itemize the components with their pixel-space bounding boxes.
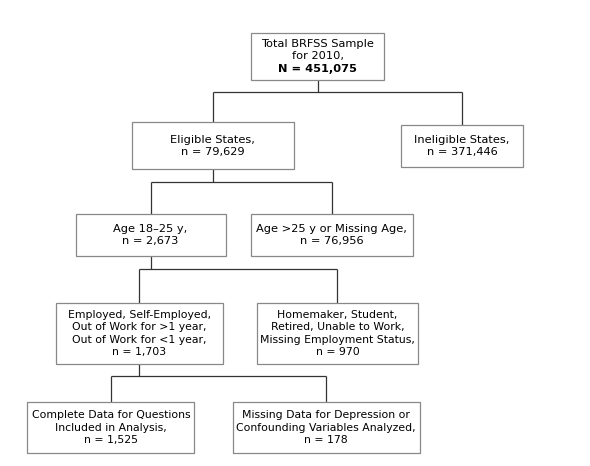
Text: Eligible States,: Eligible States,	[171, 135, 255, 144]
Text: Missing Data for Depression or: Missing Data for Depression or	[242, 410, 410, 420]
Text: Ineligible States,: Ineligible States,	[414, 135, 510, 144]
Text: Included in Analysis,: Included in Analysis,	[55, 423, 167, 432]
Text: Retired, Unable to Work,: Retired, Unable to Work,	[271, 322, 404, 332]
Text: n = 970: n = 970	[316, 348, 359, 357]
Text: Complete Data for Questions: Complete Data for Questions	[32, 410, 190, 420]
Text: n = 1,525: n = 1,525	[84, 435, 138, 445]
Text: n = 178: n = 178	[304, 435, 348, 445]
FancyBboxPatch shape	[132, 122, 294, 169]
Text: Out of Work for <1 year,: Out of Work for <1 year,	[72, 335, 206, 345]
Text: n = 79,629: n = 79,629	[181, 147, 245, 157]
FancyBboxPatch shape	[251, 214, 412, 256]
FancyBboxPatch shape	[401, 124, 523, 167]
Text: Out of Work for >1 year,: Out of Work for >1 year,	[72, 322, 206, 332]
Text: Total BRFSS Sample: Total BRFSS Sample	[261, 39, 374, 49]
FancyBboxPatch shape	[251, 33, 384, 80]
Text: Employed, Self-Employed,: Employed, Self-Employed,	[68, 310, 211, 320]
FancyBboxPatch shape	[76, 214, 225, 256]
Text: Confounding Variables Analyzed,: Confounding Variables Analyzed,	[237, 423, 416, 432]
Text: Missing Employment Status,: Missing Employment Status,	[260, 335, 415, 345]
Text: Age 18–25 y,: Age 18–25 y,	[113, 224, 188, 234]
Text: N = 451,075: N = 451,075	[278, 64, 357, 74]
Text: for 2010,: for 2010,	[291, 51, 343, 62]
FancyBboxPatch shape	[27, 402, 195, 453]
FancyBboxPatch shape	[55, 303, 223, 364]
Text: n = 76,956: n = 76,956	[300, 237, 363, 247]
Text: n = 2,673: n = 2,673	[122, 237, 179, 247]
FancyBboxPatch shape	[232, 402, 419, 453]
FancyBboxPatch shape	[257, 303, 418, 364]
Text: Homemaker, Student,: Homemaker, Student,	[277, 310, 398, 320]
Text: n = 1,703: n = 1,703	[112, 348, 166, 357]
Text: Age >25 y or Missing Age,: Age >25 y or Missing Age,	[257, 224, 407, 234]
Text: n = 371,446: n = 371,446	[427, 147, 497, 157]
